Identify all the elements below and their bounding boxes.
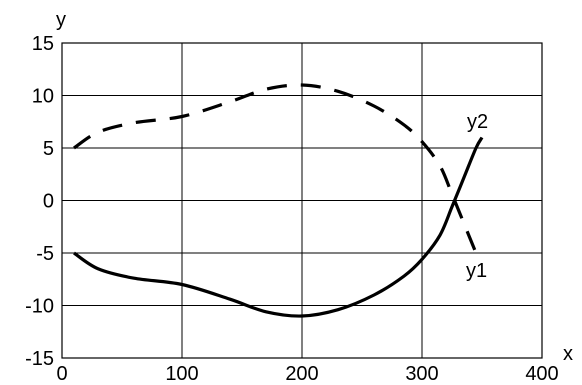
plot-frame	[61, 42, 543, 359]
series-lines	[73, 83, 484, 318]
x-tick-label: 300	[405, 363, 438, 385]
x-tick-label: 100	[165, 363, 198, 385]
x-tick-label: 0	[56, 363, 67, 385]
y-tick-label: 10	[32, 86, 54, 108]
series-label-y2: y2	[467, 111, 488, 133]
y-tick-label: 15	[32, 33, 54, 55]
series-labels: y1 y2	[466, 111, 488, 282]
x-axis-label: x	[563, 343, 573, 365]
x-tick-label: 200	[285, 363, 318, 385]
y-tick-label: -5	[36, 243, 54, 265]
tick-labels: 0 100 200 300 400 -15 -10 -5 0 5 10 15	[25, 33, 559, 385]
series-line-y2	[73, 136, 484, 318]
y-tick-label: 0	[43, 191, 54, 213]
grid-lines	[61, 42, 543, 359]
y-tick-label: 5	[43, 138, 54, 160]
y-tick-label: -10	[25, 296, 54, 318]
series-line-y1	[73, 83, 478, 254]
y-axis-label: y	[56, 9, 66, 31]
x-tick-label: 400	[525, 363, 558, 385]
series-label-y1: y1	[466, 260, 487, 282]
y-tick-label: -15	[25, 348, 54, 370]
